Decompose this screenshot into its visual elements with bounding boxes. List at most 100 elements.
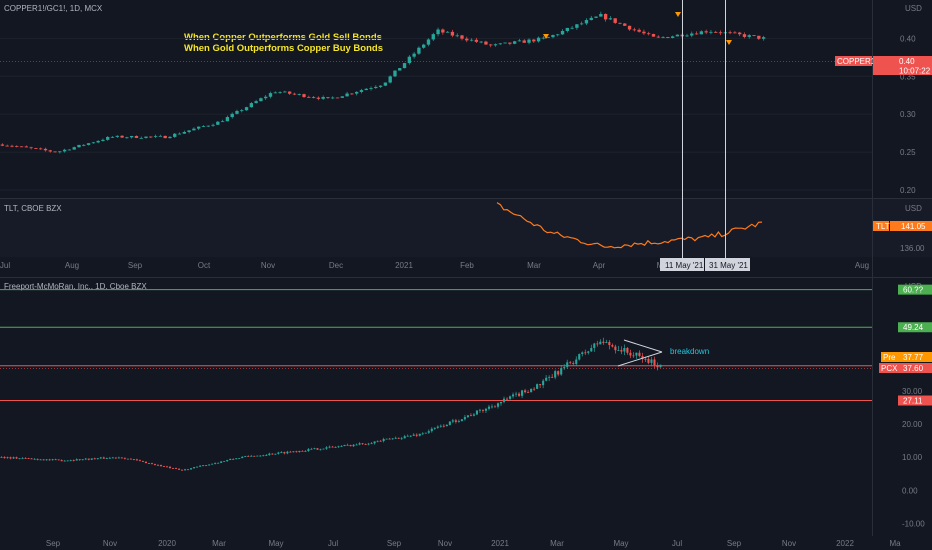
candle-body bbox=[66, 460, 69, 462]
ratio-countdown: 10:07:22 bbox=[899, 67, 931, 76]
triangle-pattern[interactable] bbox=[617, 339, 663, 367]
candle-body bbox=[307, 449, 310, 452]
candle-body bbox=[484, 408, 488, 411]
candle-body bbox=[325, 447, 328, 449]
level-tag bbox=[898, 284, 932, 295]
candle-body bbox=[78, 459, 81, 461]
ratio-axis-tick: 0.20 bbox=[900, 186, 916, 195]
time-axis-label: Sep bbox=[46, 539, 61, 548]
candle-body bbox=[373, 441, 376, 444]
candle-body bbox=[250, 455, 253, 457]
candle-body bbox=[493, 406, 497, 408]
candle-body bbox=[165, 466, 169, 468]
candle-body bbox=[493, 44, 498, 46]
fcx-axis-tick: 0.00 bbox=[902, 486, 918, 495]
tlt-currency: USD bbox=[905, 204, 922, 213]
ratio-countdown-box bbox=[873, 66, 932, 75]
candle-body bbox=[139, 137, 143, 139]
candle-body bbox=[487, 406, 491, 409]
ratio-pane[interactable] bbox=[0, 0, 932, 198]
candle-body bbox=[283, 452, 286, 454]
candle-body bbox=[33, 458, 36, 460]
note-line-2[interactable]: When Gold Outperforms Copper Buy Bonds bbox=[184, 43, 383, 54]
candle-body bbox=[84, 458, 87, 460]
candle-body bbox=[322, 448, 325, 450]
candle-body bbox=[15, 146, 19, 148]
candle-body bbox=[369, 87, 373, 89]
candle-body bbox=[364, 88, 368, 91]
candle-body bbox=[478, 409, 482, 411]
fcx-legend[interactable]: Freeport-McMoRan, Inc., 1D, Cboe BZX bbox=[4, 282, 147, 291]
candle-body bbox=[427, 431, 430, 433]
ratio-axis-ticks: 0.40 0.35 0.30 0.25 0.20 bbox=[0, 34, 916, 195]
candle-body bbox=[208, 464, 211, 466]
candle-body bbox=[752, 35, 756, 36]
candle-body bbox=[548, 376, 551, 378]
tlt-legend[interactable]: TLT, CBOE BZX bbox=[4, 204, 62, 213]
pcx-tag-value-box bbox=[898, 363, 932, 373]
fcx-levels: 60.?? 49.24 27.11 bbox=[0, 284, 932, 406]
ratio-price-tag-value-box bbox=[873, 56, 932, 66]
candle-body bbox=[86, 143, 91, 145]
candle-body bbox=[757, 35, 761, 39]
candle-body bbox=[150, 463, 154, 465]
candle-body bbox=[656, 36, 660, 38]
fcx-pane[interactable] bbox=[0, 278, 932, 536]
candle-body bbox=[265, 455, 268, 456]
candle-body bbox=[297, 94, 301, 95]
candle-body bbox=[424, 432, 427, 434]
candle-body bbox=[623, 348, 626, 352]
candle-body bbox=[53, 151, 57, 153]
candle-body bbox=[319, 449, 322, 451]
candle-body bbox=[469, 415, 472, 417]
candle-body bbox=[383, 82, 388, 86]
candle-body bbox=[647, 358, 650, 363]
candle-body bbox=[331, 97, 335, 99]
candle-body bbox=[409, 435, 412, 437]
candle-body bbox=[0, 144, 5, 146]
time-axis-label: Sep bbox=[128, 261, 143, 270]
candle-body bbox=[259, 98, 263, 102]
candle-body bbox=[623, 23, 627, 26]
candle-body bbox=[349, 445, 352, 447]
candle-body bbox=[115, 135, 119, 137]
candle-body bbox=[58, 151, 62, 153]
candle-body bbox=[287, 91, 292, 94]
breakdown-label[interactable]: breakdown bbox=[670, 347, 709, 356]
candle-body bbox=[87, 458, 90, 460]
candle-body bbox=[450, 31, 455, 36]
candle-body bbox=[326, 97, 330, 98]
pre-tag-label-box bbox=[881, 352, 898, 362]
candle-body bbox=[21, 458, 24, 459]
candle-body bbox=[190, 468, 193, 470]
candle-body bbox=[216, 121, 220, 125]
candle-body bbox=[650, 359, 653, 363]
candle-body bbox=[475, 410, 478, 415]
candle-body bbox=[180, 469, 184, 471]
candle-body bbox=[666, 37, 670, 38]
candle-body bbox=[63, 460, 66, 462]
note-line-1[interactable]: When Copper Outperforms Gold Sell Bonds bbox=[184, 32, 382, 43]
candle-body bbox=[512, 41, 517, 44]
tlt-line bbox=[496, 202, 763, 249]
time-axis-label: Nov bbox=[103, 539, 117, 548]
candle-body bbox=[442, 425, 445, 427]
candle-body bbox=[206, 125, 210, 127]
tlt-pane[interactable] bbox=[0, 199, 932, 257]
candle-body bbox=[575, 24, 579, 28]
candle-body bbox=[153, 135, 158, 137]
time-axis-label: Oct bbox=[198, 261, 211, 270]
candle-body bbox=[355, 444, 358, 446]
candle-body bbox=[69, 460, 72, 462]
ratio-legend[interactable]: COPPER1!/GC1!, 1D, MCX bbox=[4, 4, 103, 13]
candle-body bbox=[403, 436, 406, 439]
candle-body bbox=[714, 31, 718, 33]
candle-body bbox=[426, 39, 431, 45]
candle-body bbox=[590, 347, 593, 352]
ratio-axis-tick: 0.40 bbox=[900, 34, 916, 43]
candle-body bbox=[536, 37, 541, 42]
candle-body bbox=[106, 136, 110, 140]
candle-body bbox=[503, 42, 507, 44]
candle-body bbox=[635, 352, 638, 356]
candle-body bbox=[211, 463, 214, 465]
